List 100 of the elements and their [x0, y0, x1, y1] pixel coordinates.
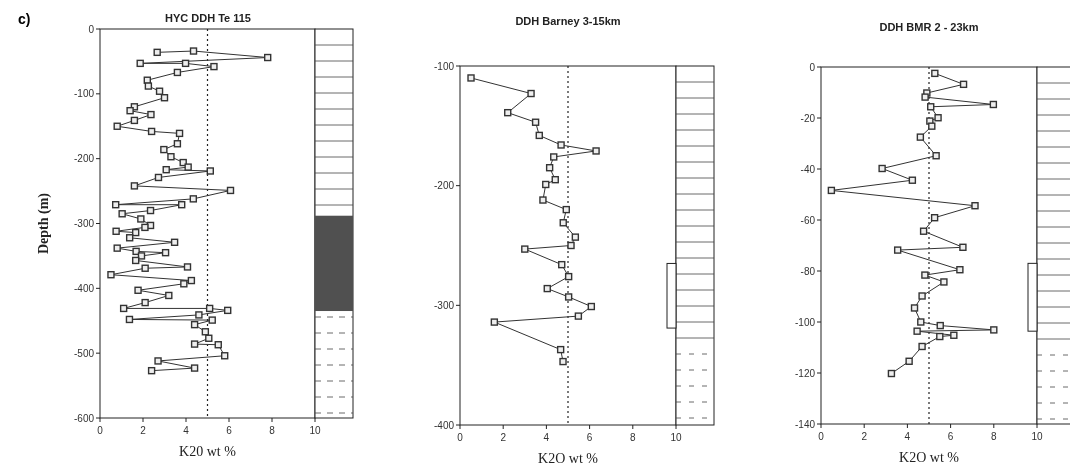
- point: [490, 318, 499, 326]
- x-tick-label: 4: [543, 432, 550, 443]
- y-tick-label: -100: [73, 88, 95, 100]
- point: [587, 302, 596, 311]
- y-tick-label: 0: [88, 23, 95, 35]
- x-tick-label: 2: [861, 431, 868, 442]
- x-tick-label: 10: [309, 425, 321, 436]
- point: [504, 108, 512, 117]
- point: [543, 284, 551, 293]
- point: [913, 327, 921, 335]
- point: [918, 342, 926, 351]
- point: [910, 304, 919, 312]
- x-tick-label: 0: [97, 425, 104, 436]
- point: [574, 312, 583, 320]
- chart-title: DDH BMR 2 - 23km: [879, 21, 979, 33]
- point: [878, 164, 886, 173]
- point: [559, 357, 567, 366]
- point: [551, 175, 559, 184]
- y-tick-label: 0: [809, 61, 816, 73]
- y-tick-label: -140: [794, 418, 816, 430]
- point: [918, 292, 926, 300]
- point: [527, 89, 535, 98]
- point: [921, 93, 929, 101]
- x-tick-label: 8: [991, 431, 998, 442]
- point: [564, 272, 573, 281]
- x-tick-label: 6: [226, 425, 233, 436]
- point: [550, 153, 558, 161]
- point: [928, 122, 936, 130]
- point: [521, 245, 529, 253]
- point: [916, 133, 925, 141]
- point: [956, 266, 964, 274]
- x-tick-label: 8: [269, 425, 276, 436]
- x-axis-title: K2O wt %: [538, 451, 599, 466]
- x-tick-label: 10: [1031, 431, 1043, 442]
- x-tick-label: 4: [183, 425, 190, 436]
- point: [936, 332, 944, 341]
- point: [990, 326, 998, 334]
- text: c): [18, 11, 31, 27]
- point: [934, 114, 942, 122]
- x-axis-title: K2O wt %: [899, 450, 960, 465]
- y-tick-label: -60: [800, 214, 816, 226]
- y-tick-label: -40: [800, 163, 816, 175]
- point: [539, 196, 547, 204]
- point: [959, 243, 967, 251]
- point: [571, 233, 580, 241]
- point: [919, 227, 928, 235]
- point: [921, 271, 929, 279]
- y-tick-label: -200: [433, 180, 455, 192]
- y-tick-label: -200: [73, 153, 95, 165]
- point: [905, 357, 913, 365]
- point: [940, 278, 948, 286]
- point: [917, 318, 925, 326]
- point: [545, 164, 554, 172]
- point: [989, 100, 998, 109]
- point: [932, 152, 940, 160]
- point: [467, 74, 475, 82]
- x-tick-label: 2: [500, 432, 507, 443]
- point: [931, 69, 939, 78]
- x-axis-title: K20 wt %: [179, 444, 237, 459]
- point: [592, 147, 600, 155]
- y-tick-label: -500: [73, 347, 95, 359]
- point: [557, 141, 565, 149]
- point: [893, 246, 902, 254]
- point: [559, 219, 567, 227]
- y-tick-label: -300: [433, 299, 455, 311]
- chart-title: DDH Barney 3-15km: [515, 15, 621, 27]
- point: [535, 131, 543, 140]
- x-tick-label: 4: [904, 431, 911, 442]
- point: [959, 80, 968, 89]
- y-tick-label: -120: [794, 367, 816, 379]
- point: [531, 118, 540, 126]
- point: [827, 186, 836, 195]
- point: [542, 180, 550, 189]
- y-tick-label: -400: [73, 282, 95, 294]
- point: [887, 369, 896, 378]
- point: [556, 345, 565, 354]
- x-tick-label: 0: [457, 432, 464, 443]
- y-tick-label: -20: [800, 112, 816, 124]
- chart-title: HYC DDH Te 115: [165, 12, 251, 24]
- x-tick-label: 6: [586, 432, 593, 443]
- y-tick-label: -80: [800, 265, 816, 277]
- point: [971, 202, 979, 210]
- point: [564, 293, 573, 301]
- x-tick-label: 0: [818, 431, 825, 442]
- point: [927, 103, 935, 111]
- x-tick-label: 2: [140, 425, 147, 436]
- x-tick-label: 6: [947, 431, 954, 442]
- point: [908, 176, 917, 184]
- y-tick-label: -300: [73, 218, 95, 229]
- point: [930, 214, 939, 222]
- point: [558, 260, 566, 269]
- x-tick-label: 10: [670, 432, 682, 443]
- y-tick-label: -600: [73, 412, 95, 424]
- y-tick-label: -100: [433, 60, 455, 72]
- y-tick-label: -100: [794, 316, 816, 328]
- point: [950, 331, 958, 339]
- y-tick-label: -400: [433, 419, 455, 431]
- point: [567, 241, 575, 250]
- y-axis-title: Depth (m): [36, 192, 52, 255]
- x-tick-label: 8: [630, 432, 637, 443]
